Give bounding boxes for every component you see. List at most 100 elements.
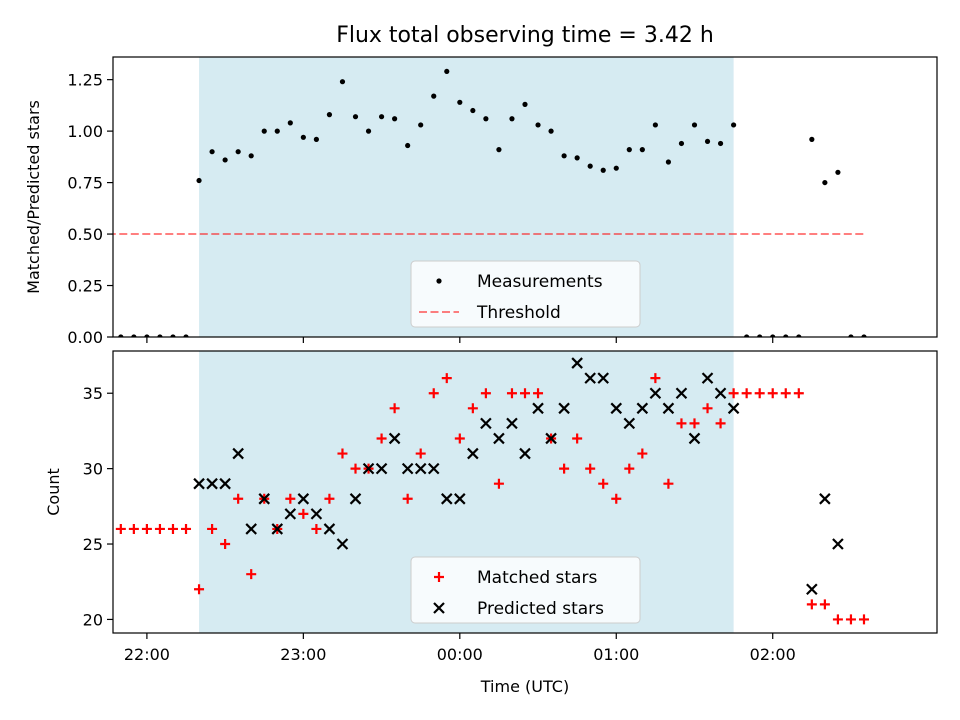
measurement-point <box>431 93 437 99</box>
x-tick-label: 23:00 <box>280 645 326 664</box>
matched-star-point <box>220 539 231 550</box>
matched-star-point <box>285 493 296 504</box>
matched-star-point <box>754 388 765 399</box>
measurement-point <box>770 334 776 337</box>
matched-star-point <box>559 463 570 474</box>
x-tick-label: 01:00 <box>593 645 639 664</box>
measurement-point <box>509 116 515 122</box>
matched-star-point <box>637 448 648 459</box>
predicted-star-point <box>414 462 427 475</box>
y-tick-label: 0.50 <box>67 225 103 244</box>
measurement-point <box>392 116 398 122</box>
matched-star-point <box>715 418 726 429</box>
measurement-point <box>600 167 606 173</box>
measurement-point <box>457 99 463 105</box>
measurement-point <box>352 114 359 120</box>
predicted-star-point <box>701 372 714 384</box>
matched-star-point <box>376 433 387 444</box>
matched-star-point <box>650 373 661 384</box>
matched-star-point <box>167 523 178 534</box>
measurement-point <box>144 334 150 337</box>
measurement-point <box>444 68 450 75</box>
predicted-star-point <box>584 372 596 384</box>
measurement-point <box>131 334 137 337</box>
measurement-point <box>704 138 711 145</box>
matched-star-point <box>141 523 152 534</box>
measurement-point <box>574 155 580 161</box>
measurement-point <box>378 114 385 120</box>
measurement-point <box>235 149 241 155</box>
predicted-star-point <box>336 538 349 550</box>
measurement-point <box>248 153 254 159</box>
measurement-point <box>822 179 828 186</box>
predicted-star-point <box>219 477 231 490</box>
matched-star-point <box>506 388 517 399</box>
predicted-star-point <box>193 477 205 490</box>
legend: Measurements Threshold <box>410 260 641 328</box>
measurement-point <box>300 134 306 140</box>
axes-frame <box>112 56 938 338</box>
predicted-star-point <box>662 402 675 415</box>
matched-star-point <box>128 523 139 534</box>
measurement-point <box>848 334 854 337</box>
matched-star-point <box>350 463 361 474</box>
predicted-star-point <box>349 493 362 505</box>
predicted-star-point <box>427 462 440 475</box>
measurement-point <box>483 116 489 122</box>
measurement-point <box>118 334 124 337</box>
measurement-point <box>809 136 815 142</box>
matched-star-point <box>428 388 439 399</box>
legend-marker <box>436 278 442 284</box>
matched-star-point <box>845 614 856 625</box>
measurement-point <box>561 153 567 159</box>
matched-star-point <box>194 584 205 595</box>
plot-area <box>115 357 869 625</box>
y-tick-label: 0.25 <box>67 277 103 296</box>
measurement-point <box>222 157 228 163</box>
matched-star-point <box>819 599 830 610</box>
matched-star-point <box>598 478 609 489</box>
matched-star-point <box>676 418 687 429</box>
predicted-star-point <box>571 357 583 369</box>
matched-star-point <box>233 493 244 504</box>
y-tick-label: 0.75 <box>67 174 103 193</box>
matched-star-point <box>572 433 583 444</box>
matched-star-point <box>689 418 700 429</box>
matched-star-point <box>298 508 309 519</box>
predicted-star-point <box>506 417 518 430</box>
predicted-star-point <box>232 447 244 460</box>
matched-star-point <box>324 493 335 504</box>
legend-label: Threshold <box>476 303 561 323</box>
measurement-point <box>757 334 763 337</box>
matched-star-point <box>767 388 778 399</box>
measurement-point <box>170 334 176 337</box>
matched-star-point <box>520 388 530 399</box>
matched-star-point <box>493 478 504 489</box>
predicted-star-point <box>597 372 610 384</box>
predicted-star-point <box>271 523 284 535</box>
matched-star-point <box>793 388 804 399</box>
predicted-star-point <box>532 402 544 415</box>
matched-star-point <box>832 614 843 625</box>
predicted-star-point <box>714 387 727 400</box>
measurement-point <box>496 147 502 153</box>
y-tick-label: 1.25 <box>67 71 103 90</box>
measurement-point <box>796 334 802 337</box>
measurement-point <box>678 140 685 147</box>
predicted-star-point <box>454 493 466 505</box>
x-tick-label: 00:00 <box>437 645 483 664</box>
matched-star-point <box>663 478 674 489</box>
legend-box <box>410 260 641 328</box>
matched-star-point <box>585 463 596 474</box>
measurement-point <box>744 334 750 337</box>
x-axis-label: Time (UTC) <box>480 677 569 696</box>
matched-star-point <box>115 523 126 534</box>
predicted-star-point <box>206 477 218 490</box>
matched-star-point <box>611 493 622 504</box>
predicted-star-point <box>558 402 570 415</box>
y-tick-label: 0.00 <box>67 328 103 347</box>
predicted-star-point <box>362 462 375 475</box>
matched-star-point <box>728 388 739 399</box>
predicted-star-point <box>401 462 414 475</box>
